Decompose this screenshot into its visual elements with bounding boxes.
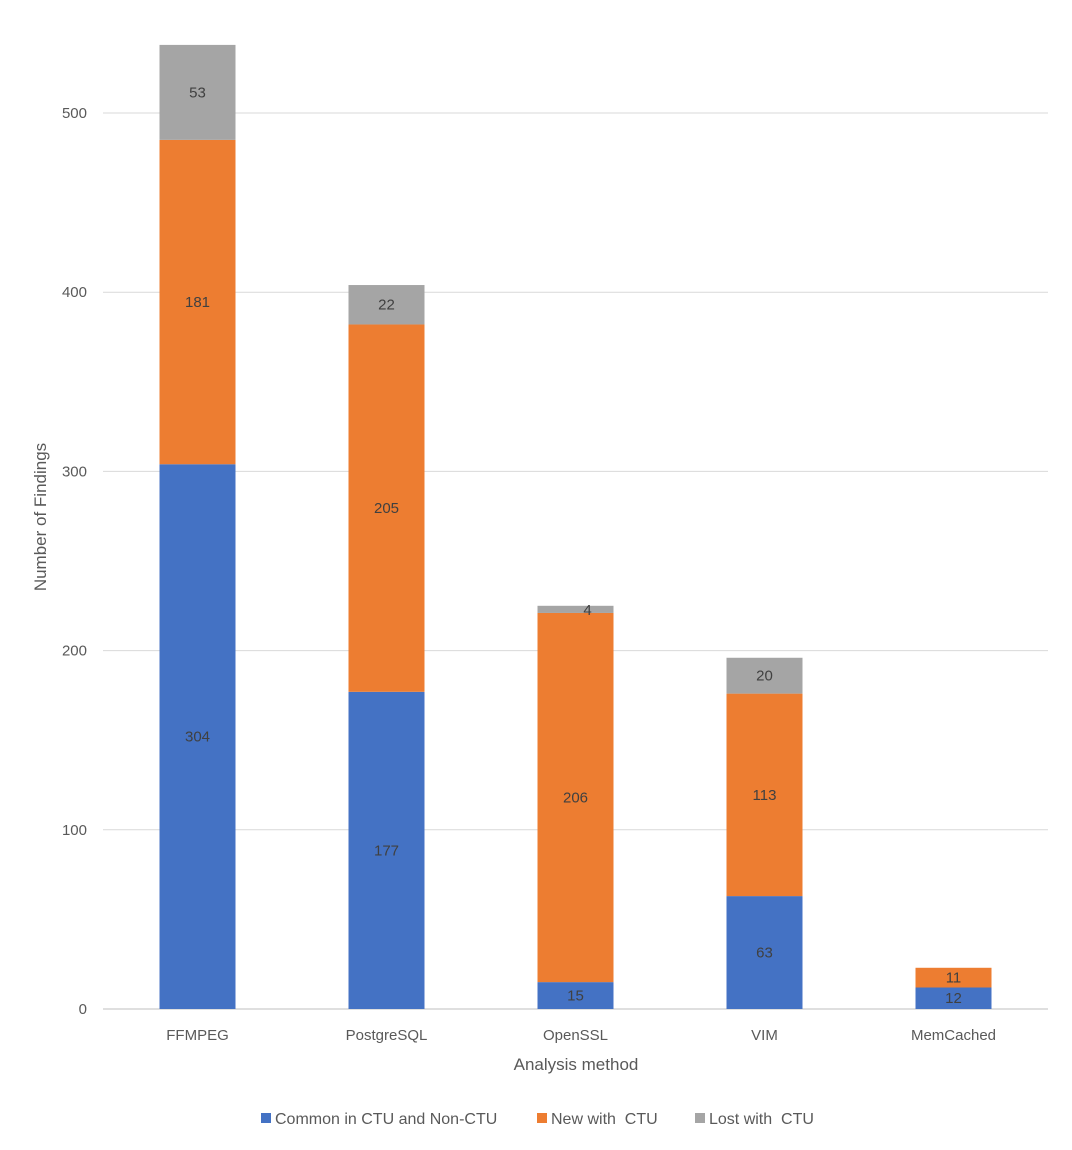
data-label: 205	[374, 500, 399, 517]
data-label: 53	[189, 84, 206, 101]
data-label: 304	[185, 729, 210, 746]
bars	[159, 44, 992, 1009]
bar-segment	[159, 139, 236, 465]
bar-segment	[726, 657, 803, 694]
data-labels: 304 181 53 177 205 22 15 206 4 63 113 20 12 11	[185, 84, 962, 1007]
y-tick-label: 500	[62, 105, 87, 122]
data-label: 177	[374, 842, 399, 859]
bar-segment	[537, 605, 614, 613]
x-tick-label: PostgreSQL	[346, 1027, 428, 1044]
y-tick-label: 400	[62, 284, 87, 301]
data-label: 11	[946, 970, 962, 987]
x-axis-ticks: FFMPEG PostgreSQL OpenSSL VIM MemCached	[166, 1027, 996, 1044]
x-tick-label: OpenSSL	[543, 1027, 608, 1044]
y-axis-title: Number of Findings	[31, 443, 50, 591]
bar-segment	[726, 693, 803, 897]
bar-segment	[915, 987, 992, 1009]
bar-segment	[348, 285, 425, 325]
bar-segment	[159, 44, 236, 140]
legend: Common in CTU and Non-CTU New with CTU Los…	[261, 1111, 814, 1128]
legend-swatch	[695, 1113, 705, 1123]
x-tick-label: VIM	[751, 1027, 778, 1044]
data-label: 113	[753, 787, 777, 804]
x-tick-label: MemCached	[911, 1027, 996, 1044]
data-label: 12	[945, 990, 962, 1007]
bar-segment	[915, 967, 992, 988]
bar-segment	[537, 612, 614, 983]
y-tick-label: 100	[62, 822, 87, 839]
data-label: 63	[756, 945, 773, 962]
legend-swatch	[537, 1113, 547, 1123]
legend-swatch	[261, 1113, 271, 1123]
bar-segment	[537, 982, 614, 1009]
y-axis-ticks: 0 100 200 300 400 500	[62, 105, 87, 1018]
data-label: 4	[583, 602, 591, 619]
legend-label: Lost with CTU	[709, 1111, 814, 1128]
bar-segment	[348, 324, 425, 692]
y-tick-label: 200	[62, 643, 87, 660]
legend-label: New with CTU	[551, 1111, 658, 1128]
legend-label: Common in CTU and Non-CTU	[275, 1111, 497, 1128]
data-label: 15	[567, 988, 584, 1005]
x-axis-title: Analysis method	[514, 1055, 639, 1074]
y-tick-label: 0	[79, 1001, 87, 1018]
y-tick-label: 300	[62, 463, 87, 480]
data-label: 22	[378, 297, 395, 314]
data-label: 206	[563, 790, 588, 807]
x-tick-label: FFMPEG	[166, 1027, 229, 1044]
bar-segment	[348, 691, 425, 1009]
data-label: 181	[185, 294, 210, 311]
bar-segment	[726, 896, 803, 1009]
bar-segment	[159, 464, 236, 1009]
data-label: 20	[756, 668, 773, 685]
